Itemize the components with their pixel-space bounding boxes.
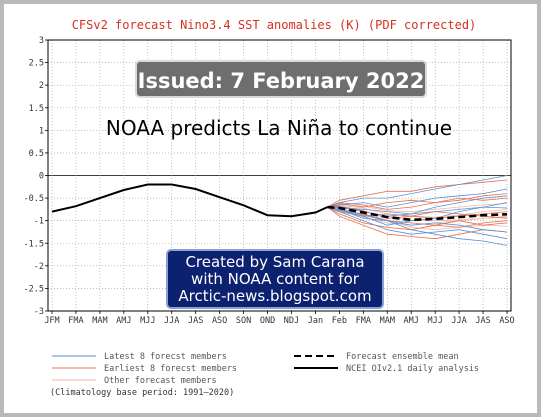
latest-member-line <box>327 206 508 215</box>
x-tick-label: FMA <box>68 316 83 326</box>
y-axis-ticks: 3 2.5 2 1.5 1 0.5 0 -0.5 -1 -1.5 -2 -2.5 -3 <box>24 36 48 317</box>
latest-member-line <box>327 175 508 208</box>
x-tick-label: MAM <box>92 316 107 326</box>
legend: Latest 8 forecst members Earliest 8 forec… <box>52 352 479 386</box>
earliest-member-line <box>327 206 508 226</box>
x-tick-label: FMA <box>356 316 371 326</box>
x-tick-label: MJJ <box>140 316 155 326</box>
latest-member-line <box>327 206 508 240</box>
legend-label: Latest 8 forecst members <box>104 352 227 362</box>
analysis-line <box>51 183 328 218</box>
x-tick-label: MAM <box>380 316 395 326</box>
ensemble-mean-line <box>327 205 508 222</box>
y-tick-label: 1 <box>39 126 44 136</box>
y-tick-label: 0 <box>39 172 44 182</box>
y-tick-label: 0.5 <box>29 149 44 159</box>
y-tick-label: 1.5 <box>29 104 44 114</box>
x-tick-label: AMJ <box>116 316 131 326</box>
x-tick-label: Jan <box>308 316 323 326</box>
issued-date-banner: Issued: 7 February 2022 <box>135 60 427 98</box>
x-tick-label: AMJ <box>404 316 419 326</box>
x-tick-label: JFM <box>44 316 59 326</box>
x-tick-label: JAS <box>475 316 490 326</box>
y-tick-label: -1.5 <box>24 239 44 249</box>
x-tick-label: OND <box>260 316 275 326</box>
x-tick-label: MJJ <box>427 316 442 326</box>
latest-member-line <box>327 206 508 246</box>
legend-label: Forecast ensemble mean <box>346 352 459 362</box>
earliest-member-line <box>327 193 508 210</box>
x-tick-label: JJA <box>451 316 466 326</box>
x-tick-label: JJA <box>164 316 179 326</box>
x-tick-label: Feb <box>332 316 347 326</box>
latest-member-line <box>327 206 508 233</box>
y-tick-label: -2 <box>34 262 44 272</box>
main-lines <box>51 183 508 222</box>
y-tick-label: -0.5 <box>24 194 44 204</box>
credit-box: Created by Sam Carana with NOAA content … <box>166 249 384 309</box>
x-tick-label: ASO <box>212 316 227 326</box>
earliest-member-line <box>327 179 508 208</box>
latest-member-line <box>327 188 508 208</box>
legend-label: Other forecast members <box>104 376 217 386</box>
legend-label: NCEI OIv2.1 daily analysis <box>346 364 479 374</box>
y-tick-label: -2.5 <box>24 284 44 294</box>
chart-title: CFSv2 forecast Nino3.4 SST anomalies (K)… <box>72 18 477 32</box>
x-tick-label: ASO <box>499 316 514 326</box>
forecast-members <box>327 175 508 246</box>
earliest-member-line <box>327 206 508 240</box>
x-tick-label: JAS <box>188 316 203 326</box>
x-axis-ticks: JFM FMA MAM AMJ MJJ JJA JAS ASO SON OND NDJ Jan Feb F… <box>44 311 515 326</box>
y-tick-label: -3 <box>34 307 44 317</box>
climatology-footnote: (Climatology base period: 1991–2020) <box>50 388 234 398</box>
credit-line-1: Created by Sam Carana <box>185 253 365 271</box>
y-tick-label: 3 <box>39 36 44 46</box>
y-tick-label: 2.5 <box>29 59 44 69</box>
y-tick-label: -1 <box>34 217 44 227</box>
headline-text: NOAA predicts La Niña to continue <box>105 116 453 140</box>
x-tick-label: NDJ <box>284 316 299 326</box>
credit-line-2: with NOAA content for <box>191 270 359 288</box>
legend-label: Earliest 8 forecst members <box>104 364 237 374</box>
credit-line-3: Arctic-news.blogspot.com <box>178 287 372 305</box>
x-tick-label: SON <box>236 316 251 326</box>
y-tick-label: 2 <box>39 81 44 91</box>
